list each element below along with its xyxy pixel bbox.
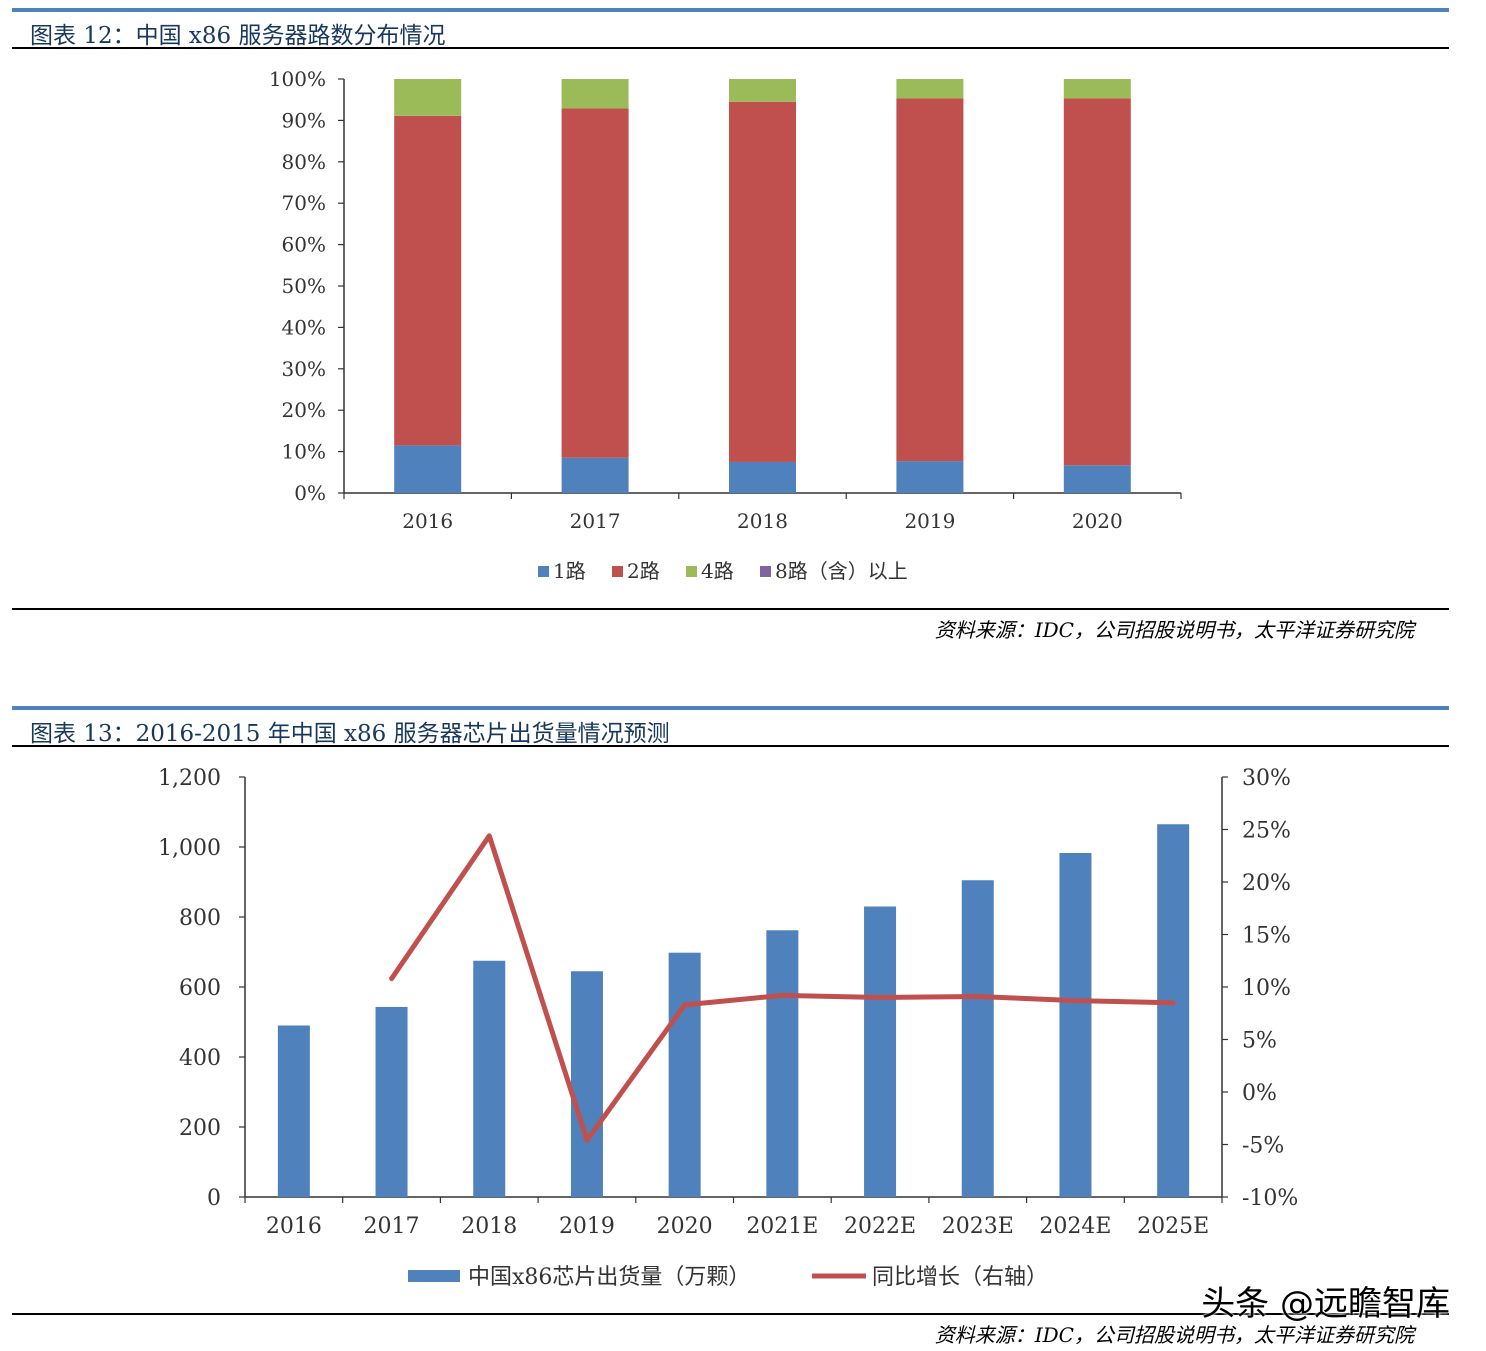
right-tick-label: 0%	[1242, 1081, 1277, 1106]
bar	[473, 960, 506, 1197]
fig12-source: 资料来源：IDC，公司招股说明书，太平洋证券研究院	[934, 618, 1414, 642]
fig12-bottom-rule	[12, 608, 1449, 610]
bar-segment	[1063, 465, 1131, 493]
x-tick-label: 2023E	[942, 1214, 1014, 1239]
x-tick-label: 2018	[461, 1214, 517, 1239]
y-tick-label: 20%	[282, 398, 326, 422]
legend-label: 8路（含）以上	[775, 559, 908, 583]
watermark: 头条 @远瞻智库	[1201, 1284, 1450, 1324]
growth-line	[389, 833, 1176, 1143]
fig13-title: 图表 13：2016-2015 年中国 x86 服务器芯片出货量情况预测	[30, 721, 670, 747]
x-tick-label: 2017	[570, 509, 621, 533]
bar	[1059, 852, 1092, 1197]
right-tick-label: 20%	[1242, 871, 1291, 896]
left-tick-label: 200	[179, 1116, 221, 1141]
y-tick-label: 60%	[282, 233, 326, 257]
bar-segment	[1063, 98, 1131, 466]
legend-swatch	[760, 566, 771, 577]
left-tick-label: 800	[179, 906, 221, 931]
right-tick-label: 5%	[1242, 1029, 1277, 1054]
legend-swatch	[538, 566, 549, 577]
legend-swatch-bar	[408, 1270, 460, 1282]
bar-segment	[896, 79, 964, 99]
fig13-bottom-rule	[12, 1313, 1449, 1315]
bar-segment	[1063, 79, 1131, 99]
x-tick-label: 2024E	[1039, 1214, 1111, 1239]
x-tick-label: 2016	[402, 509, 453, 533]
y-tick-label: 80%	[282, 150, 326, 174]
bar-segment	[394, 115, 462, 446]
fig12-title-rule	[12, 47, 1449, 49]
x-tick-label: 2020	[657, 1214, 713, 1239]
left-tick-label: 1,000	[158, 836, 221, 861]
x-tick-label: 2025E	[1137, 1214, 1209, 1239]
fig13-title-rule	[12, 745, 1449, 747]
x-tick-label: 2021E	[746, 1214, 818, 1239]
x-tick-label: 2019	[904, 509, 955, 533]
y-tick-label: 50%	[282, 274, 326, 298]
legend-label-bar: 中国x86芯片出货量（万颗）	[468, 1265, 750, 1290]
bar-segment	[394, 79, 462, 116]
right-tick-label: 30%	[1242, 766, 1291, 791]
x-tick-label: 2019	[559, 1214, 615, 1239]
legend-label-line: 同比增长（右轴）	[872, 1265, 1048, 1290]
bar	[668, 952, 701, 1197]
bar	[277, 1025, 310, 1197]
bar-segment	[561, 457, 629, 493]
bar-segment	[896, 461, 964, 493]
bar-segment	[729, 79, 796, 102]
y-tick-label: 90%	[282, 108, 326, 132]
y-tick-label: 0%	[294, 481, 326, 505]
fig13-top-rule	[12, 706, 1449, 710]
fig12-top-rule	[12, 8, 1449, 12]
legend-label: 1路	[553, 559, 586, 583]
legend-swatch	[686, 566, 697, 577]
left-tick-label: 1,200	[158, 766, 221, 791]
fig12-chart: 0% 10% 20% 30% 40% 50% 60% 70% 80% 90% 100% 2016 201…	[269, 67, 1182, 583]
bar-segment	[729, 461, 796, 493]
y-tick-label: 40%	[282, 315, 326, 339]
bar	[766, 930, 799, 1197]
fig13-source: 资料来源：IDC，公司招股说明书，太平洋证券研究院	[934, 1323, 1414, 1347]
bar	[1157, 824, 1190, 1197]
fig12-title: 图表 12：中国 x86 服务器路数分布情况	[30, 23, 446, 49]
legend-label: 2路	[627, 559, 660, 583]
x-tick-label: 2020	[1072, 509, 1123, 533]
bar-segment	[561, 79, 629, 109]
x-tick-label: 2017	[364, 1214, 420, 1239]
left-tick-label: 0	[207, 1186, 221, 1211]
right-tick-label: 25%	[1242, 819, 1291, 844]
bar-segment	[729, 101, 796, 462]
bar-segment	[394, 445, 462, 493]
legend-swatch	[612, 566, 623, 577]
bar	[961, 880, 994, 1197]
bar-segment	[561, 108, 629, 458]
y-tick-label: 10%	[282, 440, 326, 464]
x-tick-label: 2016	[266, 1214, 322, 1239]
x-tick-label: 2022E	[844, 1214, 916, 1239]
right-tick-label: 10%	[1242, 976, 1291, 1001]
x-tick-label: 2018	[737, 509, 788, 533]
y-tick-label: 70%	[282, 191, 326, 215]
right-tick-label: 15%	[1242, 924, 1291, 949]
bar	[864, 906, 897, 1197]
left-tick-label: 600	[179, 976, 221, 1001]
bar	[570, 971, 603, 1197]
right-tick-label: -10%	[1242, 1186, 1298, 1211]
right-tick-label: -5%	[1242, 1134, 1284, 1159]
left-tick-label: 400	[179, 1046, 221, 1071]
bar-segment	[896, 98, 964, 462]
bar	[375, 1006, 408, 1197]
y-tick-label: 100%	[269, 67, 326, 91]
legend-label: 4路	[701, 559, 734, 583]
y-tick-label: 30%	[282, 357, 326, 381]
